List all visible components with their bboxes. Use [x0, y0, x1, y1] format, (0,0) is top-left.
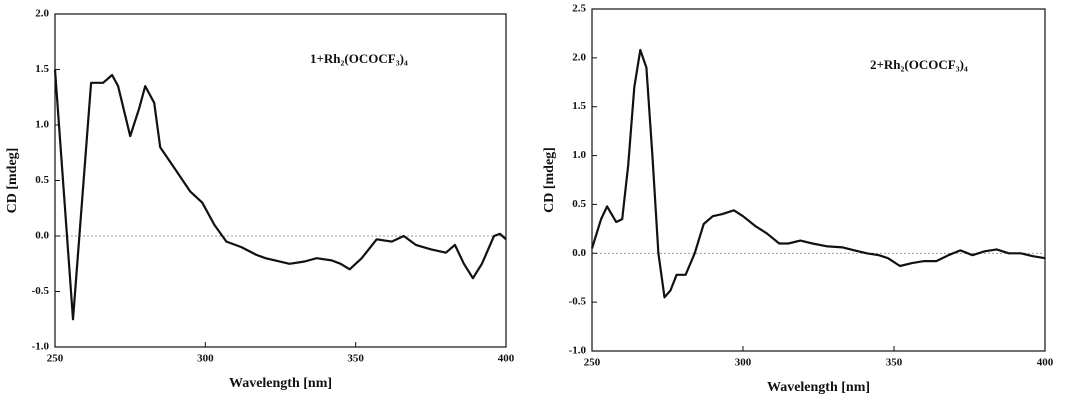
y-tick-label: -1.0 [569, 345, 587, 357]
y-tick-label: 0.5 [35, 174, 49, 186]
cd-curve [53, 69, 507, 321]
y-axis-title: CD [mdeg] [5, 148, 20, 214]
y-axis-title: CD [mdeg] [542, 147, 557, 213]
y-tick-label: 1.5 [572, 100, 586, 112]
y-tick-label: 2.0 [35, 8, 49, 20]
y-tick-label: 0.0 [572, 247, 586, 259]
y-tick-label: 1.0 [572, 149, 586, 161]
annotation: 1+Rh₂(OCOCF₃)₄ [310, 51, 408, 66]
y-tick-label: 2.5 [572, 3, 586, 15]
y-tick-label: -0.5 [32, 285, 50, 297]
y-tick-label: 1.0 [35, 119, 49, 131]
y-tick-label: 0.0 [35, 230, 49, 242]
x-tick-label: 300 [735, 357, 752, 369]
plot-frame [591, 8, 1046, 352]
y-tick-label: -0.5 [569, 296, 587, 308]
y-tick-label: -1.0 [32, 341, 50, 353]
x-tick-label: 350 [886, 357, 903, 369]
x-tick-label: 400 [498, 353, 515, 365]
x-tick-label: 250 [47, 353, 64, 365]
plot-frame [54, 13, 507, 348]
y-tick-label: 1.5 [35, 63, 49, 75]
annotation: 2+Rh₂(OCOCF₃)₄ [870, 57, 968, 72]
cd-curve [590, 48, 1046, 299]
y-tick-label: 2.0 [572, 51, 586, 63]
x-axis-title: Wavelength [nm] [767, 380, 870, 395]
x-axis-title: Wavelength [nm] [229, 376, 332, 391]
x-tick-label: 350 [347, 353, 364, 365]
x-tick-label: 300 [197, 353, 214, 365]
y-tick-label: 0.5 [572, 198, 586, 210]
x-tick-label: 400 [1037, 357, 1054, 369]
x-tick-label: 250 [584, 357, 601, 369]
